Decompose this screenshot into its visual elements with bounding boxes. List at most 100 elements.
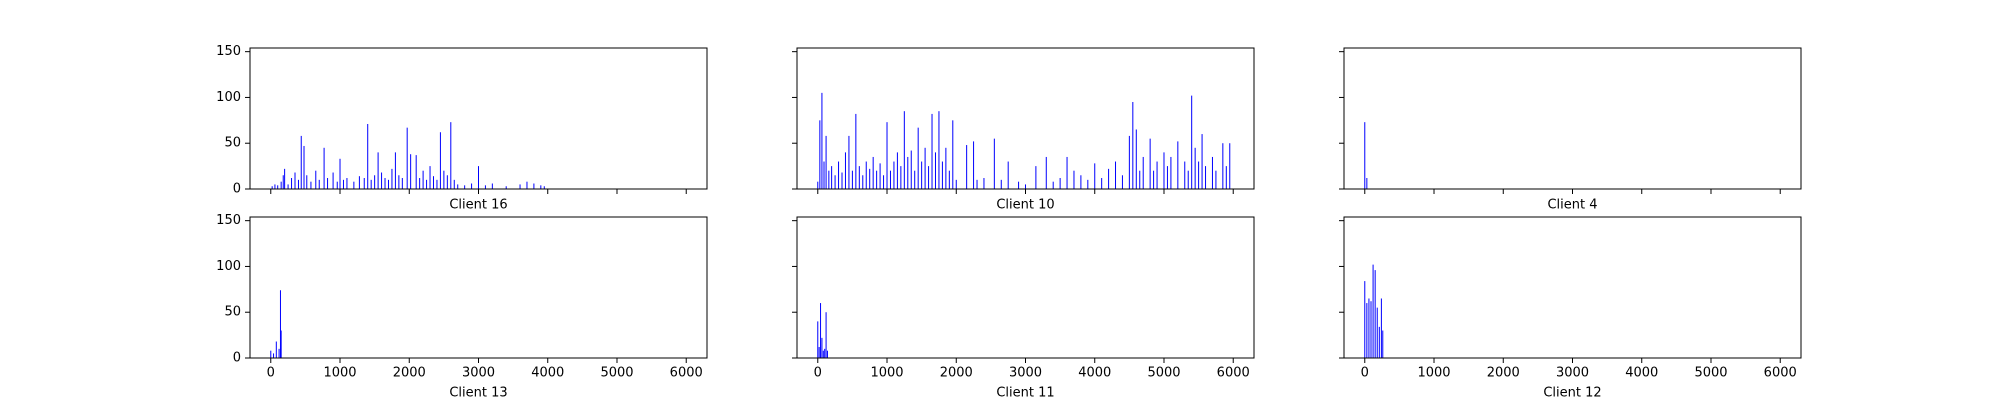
bar	[841, 172, 843, 189]
bar	[464, 185, 466, 189]
bar	[1108, 168, 1110, 189]
bar	[1142, 156, 1144, 189]
bar	[1018, 181, 1020, 189]
bar	[277, 185, 279, 189]
axes-frame	[796, 216, 1255, 359]
bar	[282, 175, 284, 189]
bar	[406, 127, 408, 189]
bar	[924, 147, 926, 189]
bar	[446, 175, 448, 189]
bar	[821, 92, 823, 189]
bar	[370, 179, 372, 189]
bar	[817, 321, 819, 358]
bar	[484, 185, 486, 189]
bar	[422, 170, 424, 189]
y-tick-label: 50	[224, 136, 241, 151]
x-axis-label: Client 4	[1547, 198, 1597, 213]
bar	[274, 184, 276, 189]
bar	[818, 347, 820, 358]
bar	[1121, 175, 1123, 189]
bar	[426, 179, 428, 189]
bar	[1059, 178, 1061, 189]
bar	[394, 152, 396, 189]
bar	[1364, 281, 1366, 358]
bar	[921, 161, 923, 189]
bar	[865, 161, 867, 189]
bar	[824, 348, 826, 358]
bar	[478, 166, 479, 189]
bar	[1368, 298, 1370, 358]
bar	[1382, 330, 1384, 358]
x-axis-label: Client 13	[449, 386, 507, 400]
x-tick-label: 3000	[462, 366, 495, 381]
bar	[381, 172, 383, 189]
bar	[883, 175, 885, 189]
x-tick-label: 4000	[1625, 366, 1658, 381]
bar	[1052, 181, 1054, 189]
bar	[1135, 129, 1137, 189]
y-tick-label: 0	[233, 351, 241, 366]
bar	[1101, 178, 1103, 189]
bar	[1366, 303, 1368, 358]
y-tick-label: 100	[216, 90, 241, 105]
bar	[900, 166, 902, 189]
bar	[1094, 163, 1096, 189]
bar	[291, 178, 293, 189]
bar	[1378, 326, 1380, 358]
axes-frame	[796, 47, 1255, 190]
bar	[893, 161, 895, 189]
bar	[287, 184, 289, 189]
bar	[323, 147, 325, 189]
bar	[903, 111, 905, 189]
x-tick-label: 5000	[600, 366, 633, 381]
bar	[342, 179, 344, 189]
bar	[817, 181, 819, 189]
bar	[1045, 156, 1047, 189]
bar	[398, 175, 400, 189]
bar	[270, 350, 272, 358]
bar	[1380, 298, 1382, 358]
x-tick-label: 6000	[1764, 366, 1797, 381]
bar	[976, 179, 978, 189]
bar	[353, 181, 355, 189]
bar	[973, 141, 975, 189]
bar	[966, 145, 968, 189]
bar	[907, 156, 909, 189]
bar	[1087, 179, 1089, 189]
bar	[820, 303, 822, 358]
bar	[303, 145, 305, 189]
x-tick-label: 4000	[1078, 366, 1111, 381]
x-tick-label: 0	[814, 366, 822, 381]
bar	[1215, 170, 1217, 189]
bar	[1166, 166, 1168, 189]
bar	[821, 337, 823, 358]
bar	[948, 170, 950, 189]
axes-frame	[249, 216, 708, 359]
bar	[280, 181, 282, 189]
x-tick-label: 5000	[1694, 366, 1727, 381]
x-tick-label: 2000	[940, 366, 973, 381]
bar	[526, 181, 528, 189]
bar	[273, 353, 275, 358]
bar	[844, 152, 846, 189]
bar	[941, 161, 943, 189]
bar	[1000, 179, 1002, 189]
x-tick-label: 3000	[1009, 366, 1042, 381]
bar	[931, 113, 933, 189]
bar	[1366, 178, 1368, 189]
bar	[336, 181, 338, 189]
x-axis-label: Client 12	[1543, 386, 1601, 400]
x-tick-label: 2000	[393, 366, 426, 381]
bar	[1156, 161, 1158, 189]
bar	[1205, 166, 1207, 189]
bar	[410, 154, 412, 189]
bar	[1170, 156, 1172, 189]
bar	[872, 156, 874, 189]
bar	[1073, 170, 1075, 189]
bar	[983, 178, 985, 189]
bar	[450, 122, 452, 189]
bar	[1025, 184, 1026, 189]
bar	[315, 170, 317, 189]
bar	[318, 179, 320, 189]
bar	[826, 350, 828, 358]
